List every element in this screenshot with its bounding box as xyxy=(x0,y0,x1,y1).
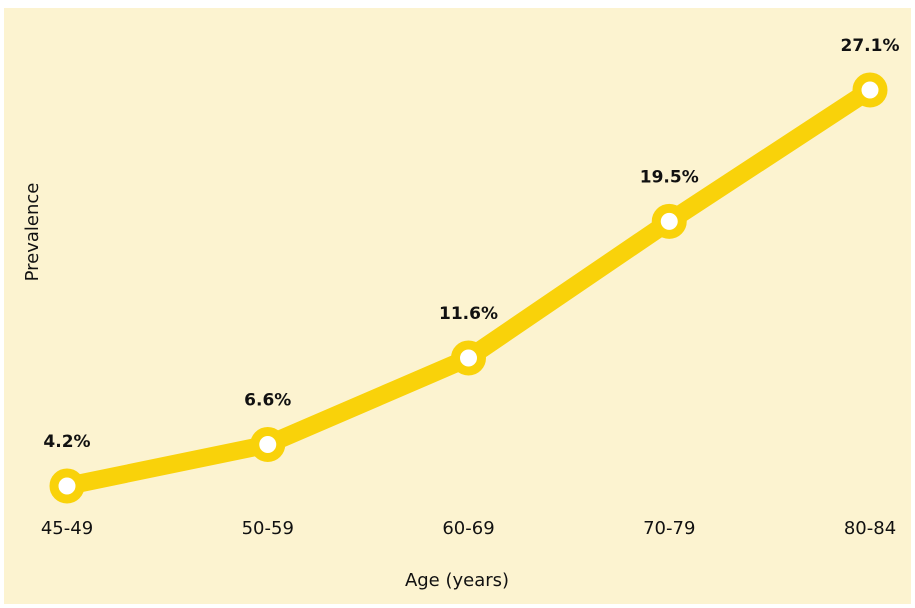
data-label: 11.6% xyxy=(439,304,498,324)
x-tick-label: 70-79 xyxy=(643,518,695,539)
data-label: 4.2% xyxy=(43,432,90,452)
data-point xyxy=(651,203,687,239)
x-axis-label: Age (years) xyxy=(405,570,509,591)
x-tick-label: 60-69 xyxy=(442,518,494,539)
x-tick-label: 80-84 xyxy=(844,518,896,539)
data-label: 19.5% xyxy=(640,167,699,187)
data-label: 6.6% xyxy=(244,390,291,410)
data-label: 27.1% xyxy=(841,36,900,56)
data-point xyxy=(250,426,286,462)
x-tick-label: 45-49 xyxy=(41,518,93,539)
data-point xyxy=(451,340,486,376)
data-point xyxy=(49,468,85,504)
x-tick-label: 50-59 xyxy=(242,518,294,539)
plot-background xyxy=(4,8,911,604)
data-point xyxy=(852,72,888,108)
y-axis-label: Prevalence xyxy=(22,183,43,282)
